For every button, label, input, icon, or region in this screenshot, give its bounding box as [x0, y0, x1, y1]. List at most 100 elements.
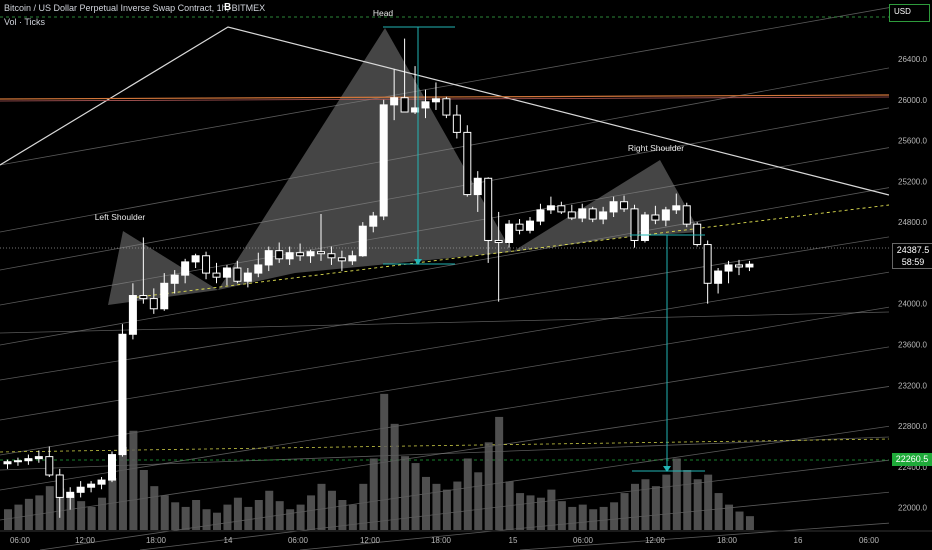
trend-line: [0, 436, 890, 471]
candle-body: [285, 252, 294, 260]
volume-bar: [714, 493, 723, 530]
volume-bar: [610, 502, 619, 530]
volume-bar: [327, 490, 336, 530]
candle-body: [526, 220, 534, 231]
left-shoulder-fill: [108, 231, 218, 305]
x-tick-label: 12:00: [360, 536, 381, 545]
trend-line: [519, 519, 932, 550]
volume-bar: [98, 497, 107, 530]
y-tick-label: 25600.0: [898, 137, 927, 146]
y-tick-label: 26400.0: [898, 55, 927, 64]
volume-bar: [536, 497, 545, 530]
volume-bar: [484, 442, 493, 530]
pattern-label: Right Shoulder: [628, 143, 684, 153]
candle-body: [34, 456, 43, 460]
candle-body: [76, 486, 85, 493]
candle-body: [118, 333, 127, 456]
y-tick-label: 26000.0: [898, 96, 927, 105]
y-tick-label: 25200.0: [898, 177, 927, 186]
volume-bars: [4, 393, 754, 530]
candle-body: [599, 211, 608, 220]
candle-body: [442, 98, 451, 116]
y-tick-label: 23600.0: [898, 340, 927, 349]
candle-body: [714, 270, 723, 284]
volume-bar: [24, 498, 33, 530]
volume-bar: [631, 483, 639, 530]
candle-body: [306, 251, 315, 257]
volume-bar: [401, 456, 410, 530]
candle-body: [578, 208, 587, 219]
y-tick-label: 22400.0: [898, 463, 927, 472]
candle-body: [693, 223, 702, 246]
volume-bar: [390, 423, 399, 530]
x-tick-label: 12:00: [645, 536, 666, 545]
x-tick-label: 18:00: [146, 536, 167, 545]
volume-indicator-label[interactable]: Vol · Ticks: [4, 17, 46, 27]
measure-arrow: [414, 259, 422, 265]
candle-body: [421, 101, 430, 109]
trend-line: [0, 139, 932, 306]
volume-bar: [704, 474, 713, 530]
volume-bar: [725, 504, 734, 530]
volume-bar: [422, 476, 430, 530]
volume-bar: [108, 478, 117, 530]
candle-body: [505, 223, 514, 244]
volume-bar: [557, 501, 566, 530]
event-marker[interactable]: B: [224, 2, 232, 13]
candle-body: [682, 205, 691, 225]
volume-bar: [35, 495, 44, 530]
candles: [3, 38, 754, 518]
candle-body: [233, 267, 242, 282]
candle-body: [452, 114, 461, 133]
y-tick-label: 24800.0: [898, 218, 927, 227]
candle-body: [181, 261, 190, 276]
candle-body: [494, 239, 503, 244]
currency-button[interactable]: USD: [889, 4, 930, 22]
candle-body: [651, 214, 660, 221]
candle-body: [87, 483, 96, 488]
candle-body: [66, 491, 75, 498]
trend-line: [0, 0, 932, 166]
candle-body: [202, 255, 211, 274]
volume-bar: [4, 509, 12, 530]
volume-bar: [380, 393, 389, 530]
volume-bar: [516, 493, 525, 530]
volume-bar: [662, 474, 671, 530]
trend-line: [0, 229, 932, 381]
support-line: [0, 438, 890, 453]
volume-bar: [672, 458, 681, 530]
candle-body: [275, 250, 284, 260]
chart-title: Bitcoin / US Dollar Perpetual Inverse Sw…: [4, 3, 266, 13]
candle-body: [640, 214, 649, 241]
trend-line: [0, 179, 932, 346]
candle-body: [369, 215, 378, 227]
candle-body: [45, 456, 54, 476]
volume-bar: [578, 504, 587, 530]
x-tick-label: 06:00: [573, 536, 594, 545]
x-tick-label: 16: [794, 536, 803, 545]
current-price-value: 24387.5: [896, 245, 930, 255]
volume-bar: [14, 504, 23, 530]
target-price-badge: 22260.5: [892, 453, 932, 466]
y-tick-label: 23200.0: [898, 381, 927, 390]
candle-body: [254, 264, 263, 274]
volume-bar: [463, 458, 472, 530]
annotations: Left Shoulder Head Right Shoulder: [95, 8, 705, 472]
volume-bar: [369, 458, 378, 530]
volume-bar: [181, 506, 190, 530]
volume-bar: [348, 504, 357, 530]
y-tick-label: 24000.0: [898, 300, 927, 309]
trend-line: [0, 311, 890, 334]
candle-body: [620, 201, 629, 210]
volume-bar: [599, 506, 608, 530]
candle-body: [55, 474, 64, 498]
candle-body: [557, 205, 566, 213]
volume-bar: [338, 500, 347, 530]
candle-body: [609, 201, 618, 213]
candle-body: [337, 257, 346, 262]
volume-bar: [150, 486, 159, 530]
candle-body: [358, 225, 367, 257]
volume-bar: [641, 479, 650, 530]
